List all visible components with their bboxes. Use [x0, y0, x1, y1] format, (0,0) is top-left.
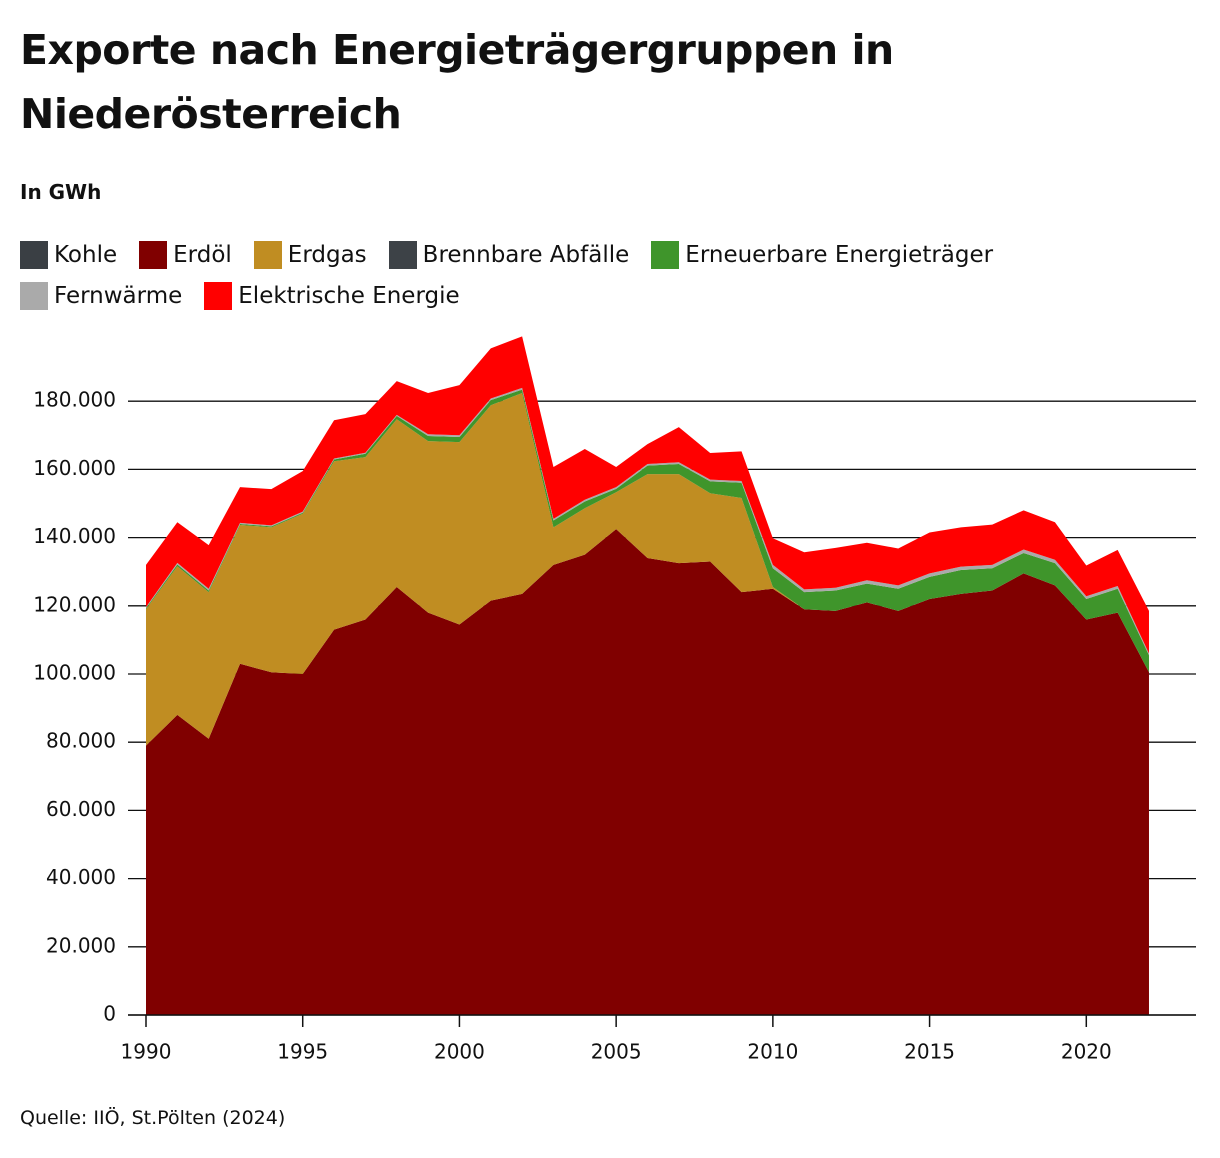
legend-item: Brennbare Abfälle: [388, 238, 630, 272]
area: [146, 529, 1149, 1015]
area: [146, 387, 1149, 656]
legend-swatch: [139, 241, 168, 269]
legend-item: Erdöl: [139, 238, 232, 272]
legend-label: Kohle: [54, 242, 118, 268]
y-tick-label: 0: [103, 1002, 116, 1026]
legend-label: Fernwärme: [54, 283, 183, 309]
legend-item: Erneuerbare Energieträger: [651, 238, 993, 272]
legend-label: Erdöl: [173, 242, 232, 268]
x-tick-label: 2015: [904, 1040, 955, 1064]
legend-swatch: [253, 241, 282, 269]
legend: Kohle Erdöl Erdgas Brennbare Abfälle Erneuer…: [20, 238, 1120, 320]
legend-label: Erneuerbare Energieträger: [685, 242, 994, 268]
x-tick-label: 2010: [747, 1040, 798, 1064]
legend-swatch: [20, 241, 48, 269]
y-tick-label: 40.000: [46, 865, 116, 889]
legend-item: Fernwärme: [20, 279, 182, 313]
y-tick-label: 20.000: [46, 933, 116, 957]
y-tick-label: 60.000: [46, 797, 116, 821]
x-tick-label: 1995: [277, 1040, 328, 1064]
chart-title: Exporte nach Energieträgergruppen in Nie…: [20, 26, 894, 138]
area: [146, 393, 1149, 746]
area: [146, 389, 1149, 673]
y-tick-label: 160.000: [33, 456, 116, 480]
area: [146, 336, 1149, 654]
legend-item: Kohle: [20, 238, 117, 272]
x-tick-label: 2000: [434, 1040, 485, 1064]
legend-label: Erdgas: [287, 242, 367, 268]
x-tick-label: 2020: [1061, 1040, 1112, 1064]
legend-label: Brennbare Abfälle: [422, 242, 630, 268]
y-tick-label: 140.000: [33, 524, 116, 548]
legend-label: Elektrische Energie: [238, 283, 460, 309]
legend-swatch: [204, 282, 233, 310]
y-tick-label: 100.000: [33, 661, 116, 685]
legend-item: Elektrische Energie: [204, 279, 460, 313]
legend-item: Erdgas: [253, 238, 367, 272]
y-tick-label: 120.000: [33, 592, 116, 616]
x-tick-label: 1990: [121, 1040, 172, 1064]
y-tick-label: 80.000: [46, 729, 116, 753]
legend-swatch: [651, 241, 680, 269]
subtitle: In GWh: [20, 180, 102, 204]
legend-swatch: [388, 241, 417, 269]
y-tick-label: 180.000: [33, 388, 116, 412]
x-tick-label: 2005: [591, 1040, 642, 1064]
legend-swatch: [20, 282, 48, 310]
source: Quelle: IIÖ, St.Pölten (2024): [20, 1107, 286, 1129]
